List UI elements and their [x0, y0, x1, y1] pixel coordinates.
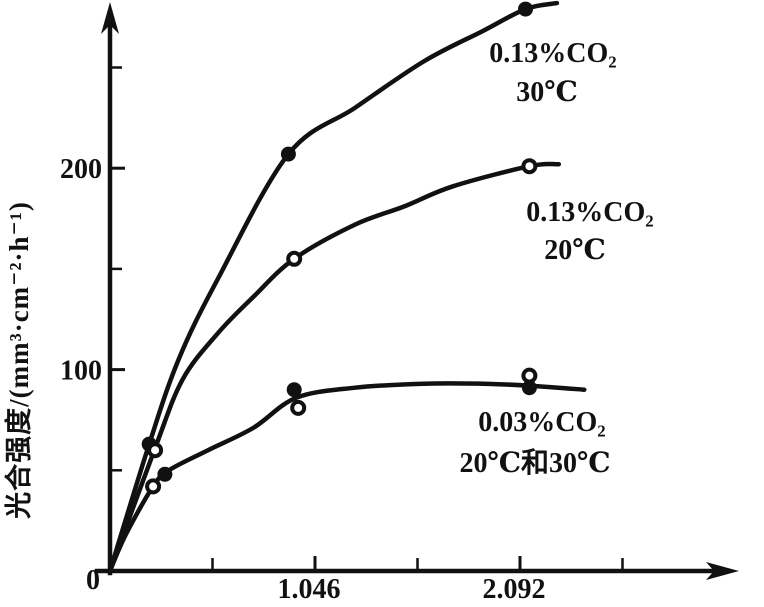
- axis-tick-labels: 1.046 2.092 100 200 0: [60, 154, 546, 605]
- series-curves: [107, 0, 587, 574]
- series-curve-0: [107, 0, 560, 574]
- filled-circle-marker: [157, 466, 173, 482]
- y-tick-label: 100: [60, 356, 102, 387]
- open-circle-marker: [147, 442, 164, 459]
- x-axis-arrow-icon: [706, 562, 739, 580]
- series-annotations: 0.13%CO₂ 30℃ 0.13%CO₂ 20℃ 0.03%CO₂ 20℃和3…: [459, 38, 653, 479]
- annotation-013co2-20c-line2: 20℃: [544, 235, 606, 266]
- data-point-markers: [141, 1, 538, 495]
- open-circle-marker: [286, 250, 303, 267]
- x-axis: [94, 562, 739, 580]
- open-circle-marker: [145, 478, 162, 495]
- annotation-003co2-line1: 0.03%CO₂: [478, 407, 605, 438]
- axis-ticks: [110, 66, 624, 571]
- origin-label: 0: [86, 565, 100, 596]
- open-circle-marker: [521, 158, 538, 175]
- annotation-013co2-30c-line1: 0.13%CO₂: [489, 38, 616, 69]
- filled-circle-marker: [280, 146, 296, 162]
- annotation-003co2-line2: 20℃和30℃: [459, 447, 610, 479]
- annotation-013co2-30c-line2: 30℃: [516, 77, 578, 108]
- open-circle-marker: [521, 367, 538, 384]
- y-axis: [101, 2, 119, 576]
- y-axis-title: 光合强度/(mm³·cm⁻²·h⁻¹): [3, 201, 34, 520]
- open-circle-marker: [290, 399, 307, 416]
- filled-circle-marker: [518, 1, 533, 17]
- x-tick-label: 1.046: [278, 574, 341, 605]
- y-axis-arrow-icon: [101, 2, 119, 34]
- filled-circle-marker: [286, 382, 302, 398]
- y-tick-label: 200: [60, 154, 102, 185]
- filled-circle-marker: [521, 380, 537, 396]
- annotation-013co2-20c-line1: 0.13%CO₂: [526, 197, 653, 228]
- x-tick-label: 2.092: [483, 574, 546, 605]
